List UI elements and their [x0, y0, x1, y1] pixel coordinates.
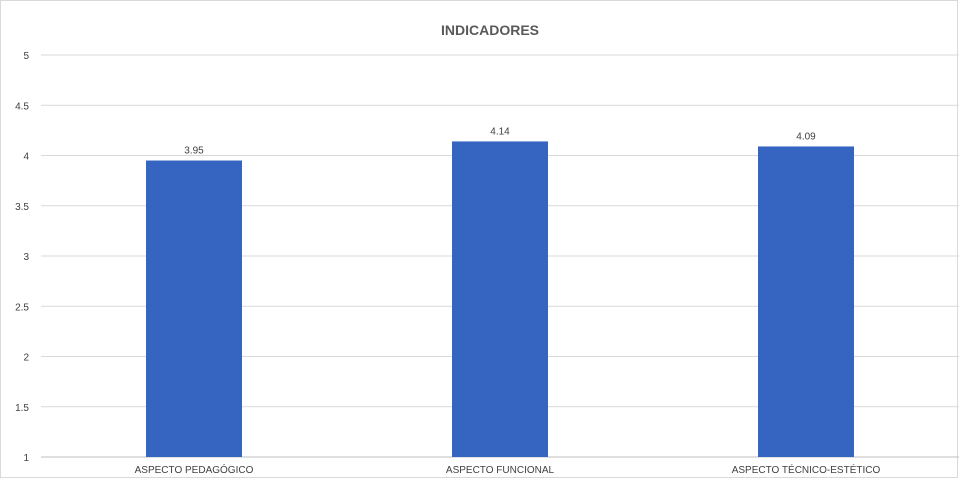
- bar: [758, 146, 854, 457]
- category-label: ASPECTO TÉCNICO-ESTÉTICO: [732, 463, 881, 476]
- data-label: 4.09: [796, 131, 816, 142]
- y-tick-label: 2.5: [15, 302, 29, 313]
- chart-title: INDICADORES: [441, 22, 539, 38]
- data-labels: 3.95 4.14 4.09: [184, 126, 816, 156]
- y-axis-ticks: 1 1.5 2 2.5 3 3.5 4 4.5 5: [15, 51, 29, 464]
- x-axis-labels: ASPECTO PEDAGÓGICO ASPECTO FUNCIONAL ASPEC…: [135, 463, 881, 476]
- y-tick-label: 4.5: [15, 101, 29, 112]
- y-tick-label: 2: [23, 353, 29, 364]
- y-tick-label: 5: [23, 51, 29, 62]
- y-tick-label: 3: [23, 252, 29, 263]
- bars: [146, 141, 854, 457]
- bar: [146, 160, 242, 457]
- data-label: 4.14: [490, 126, 510, 137]
- y-tick-label: 4: [23, 152, 29, 163]
- data-label: 3.95: [184, 146, 204, 157]
- bar: [452, 141, 548, 457]
- y-tick-label: 3.5: [15, 202, 29, 213]
- category-label: ASPECTO PEDAGÓGICO: [135, 463, 254, 476]
- y-tick-label: 1: [23, 453, 29, 464]
- y-tick-label: 1.5: [15, 403, 29, 414]
- category-label: ASPECTO FUNCIONAL: [446, 465, 555, 476]
